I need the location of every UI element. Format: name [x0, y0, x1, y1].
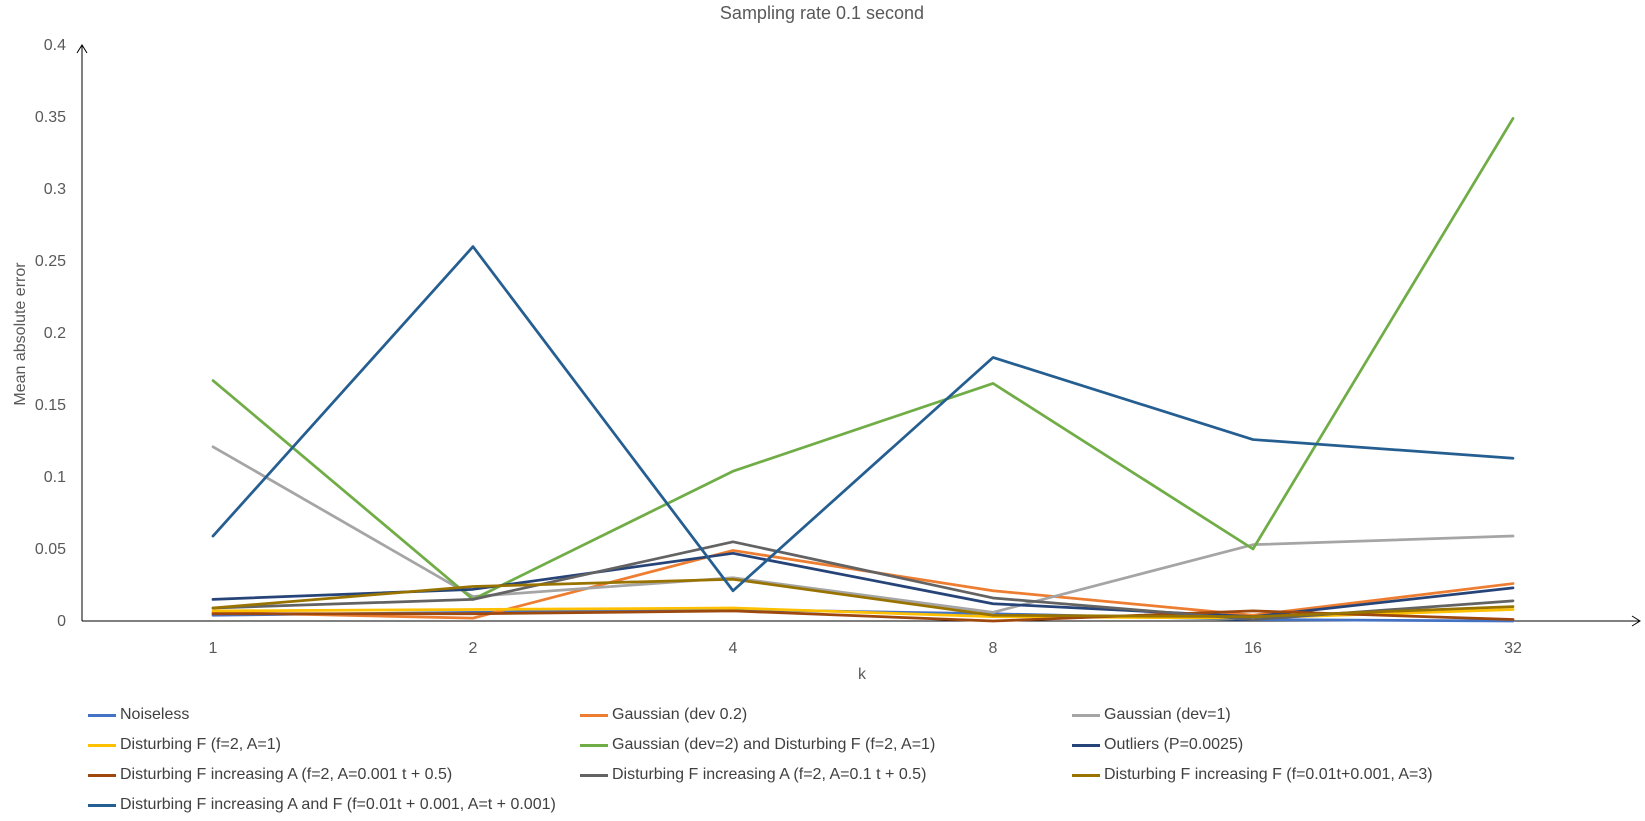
x-axis-title: k — [858, 666, 867, 683]
series-line-7 — [211, 609, 1515, 623]
x-tick-label: 8 — [989, 640, 998, 657]
legend-label: Disturbing F (f=2, A=1) — [120, 736, 281, 753]
x-tick-label: 4 — [729, 640, 738, 657]
legend-swatch — [88, 743, 116, 747]
legend-label: Noiseless — [120, 706, 190, 723]
legend-item: Disturbing F increasing A and F (f=0.01t… — [88, 794, 580, 816]
legend-label: Disturbing F increasing F (f=0.01t+0.001… — [1104, 766, 1433, 783]
legend-label: Disturbing F increasing A (f=2, A=0.001 … — [120, 766, 453, 783]
legend-swatch — [88, 713, 116, 717]
legend-swatch — [580, 743, 608, 747]
legend-item: Noiseless — [88, 704, 580, 726]
legend-item: Disturbing F increasing A (f=2, A=0.001 … — [88, 764, 580, 786]
chart-title: Sampling rate 0.1 second — [720, 3, 924, 23]
y-tick-label: 0.4 — [44, 37, 66, 54]
legend-item: Disturbing F increasing F (f=0.01t+0.001… — [1072, 764, 1564, 786]
tick-labels: 0 0.05 0.1 0.15 0.2 0.25 0.3 0.35 0.4 1 2 4 8 16 32 — [35, 37, 1522, 657]
legend-swatch — [88, 773, 116, 777]
x-tick-label: 16 — [1244, 640, 1262, 657]
legend-item: Gaussian (dev 0.2) — [580, 704, 1072, 726]
legend-label: Outliers (P=0.0025) — [1104, 736, 1244, 753]
y-axis-arrow — [76, 44, 88, 54]
x-axis-arrow — [1631, 615, 1641, 627]
legend-label: Gaussian (dev=2) and Disturbing F (f=2, … — [612, 736, 936, 753]
legend-label: Disturbing F increasing A and F (f=0.01t… — [120, 796, 556, 813]
x-tick-label: 2 — [469, 640, 478, 657]
legend-label: Disturbing F increasing A (f=2, A=0.1 t … — [612, 766, 927, 783]
legend-label: Gaussian (dev 0.2) — [612, 706, 748, 723]
y-tick-label: 0.2 — [44, 325, 66, 342]
series-line-5 — [211, 117, 1515, 601]
series-line-8 — [211, 540, 1515, 621]
series-line-9 — [211, 577, 1515, 619]
y-axis-title: Mean absolute error — [12, 262, 29, 406]
y-tick-label: 0.15 — [35, 397, 66, 414]
legend-item: Disturbing F increasing A (f=2, A=0.1 t … — [580, 764, 1072, 786]
legend-item: Outliers (P=0.0025) — [1072, 734, 1564, 756]
legend-swatch — [1072, 743, 1100, 747]
legend-swatch — [580, 773, 608, 777]
legend-swatch — [580, 713, 608, 717]
y-tick-label: 0.35 — [35, 109, 66, 126]
y-tick-label: 0.05 — [35, 541, 66, 558]
y-tick-label: 0.25 — [35, 253, 66, 270]
x-tick-label: 32 — [1504, 640, 1522, 657]
legend-item: Gaussian (dev=1) — [1072, 704, 1564, 726]
series-line-10 — [211, 245, 1515, 593]
x-tick-label: 1 — [209, 640, 218, 657]
legend-swatch — [1072, 713, 1100, 717]
legend: Noiseless Gaussian (dev 0.2) Gaussian (dev… — [88, 704, 1568, 816]
legend-label: Gaussian (dev=1) — [1104, 706, 1231, 723]
legend-swatch — [1072, 773, 1100, 777]
series-line-3 — [211, 445, 1515, 614]
legend-item: Disturbing F (f=2, A=1) — [88, 734, 580, 756]
legend-item: Gaussian (dev=2) and Disturbing F (f=2, … — [580, 734, 1072, 756]
y-tick-label: 0.1 — [44, 469, 66, 486]
series-lines — [211, 117, 1515, 623]
y-tick-label: 0 — [57, 613, 66, 630]
y-tick-label: 0.3 — [44, 181, 66, 198]
legend-swatch — [88, 803, 116, 807]
